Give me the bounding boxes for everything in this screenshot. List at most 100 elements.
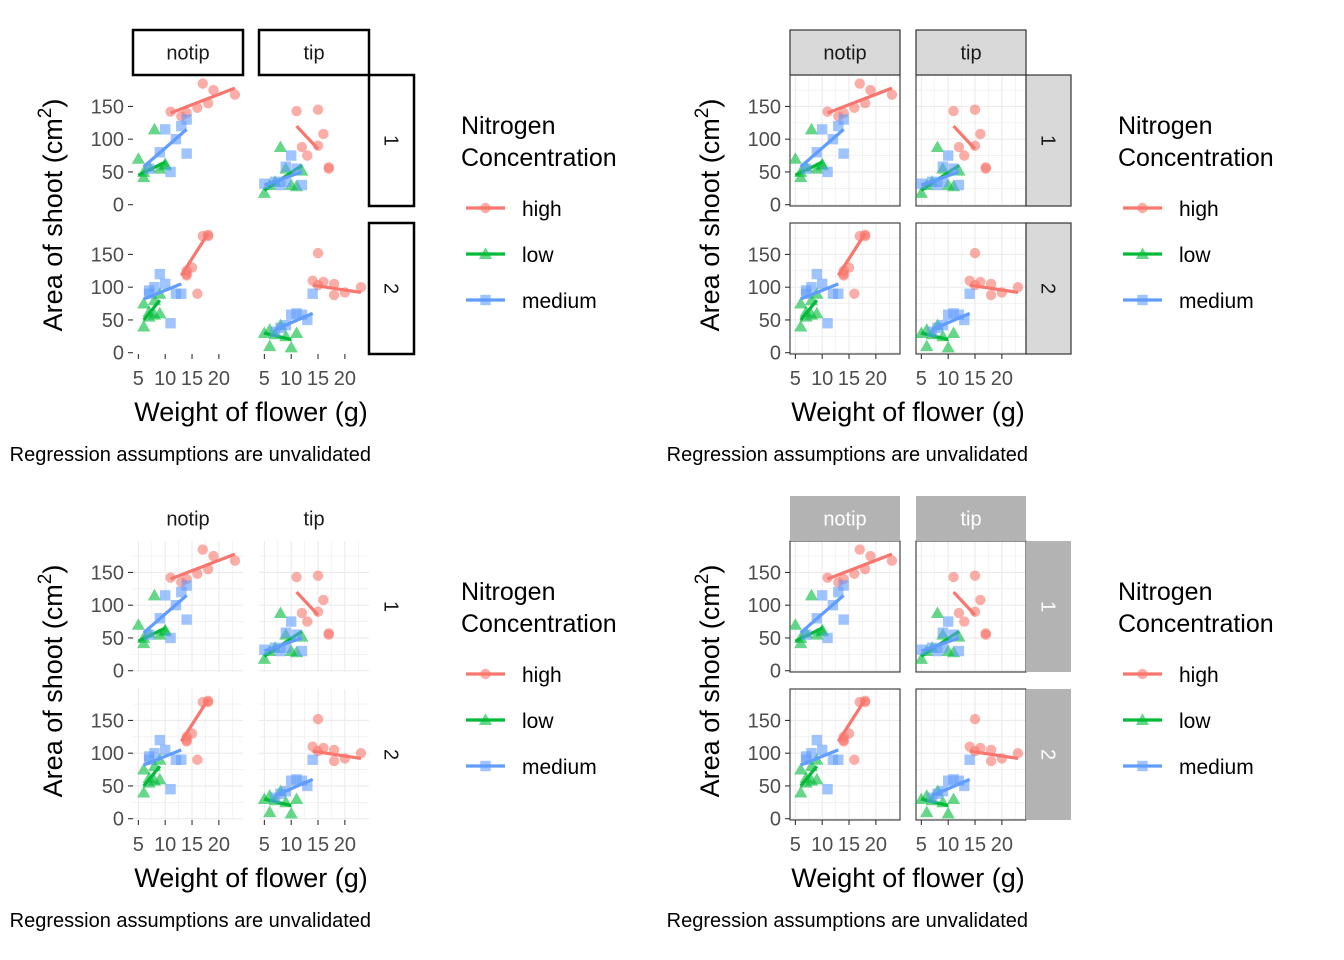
panel-border (789, 540, 901, 673)
regression-line-medium (920, 636, 960, 653)
regression-line-medium (931, 311, 971, 332)
x-tick-label: 15 (181, 834, 203, 856)
data-point-high (969, 247, 981, 259)
data-point-low (284, 806, 298, 819)
data-point-medium (948, 774, 959, 785)
x-tick-label: 10 (937, 834, 959, 856)
column-strip-label: tip (960, 43, 981, 65)
series-medium (259, 616, 308, 657)
data-point-medium (159, 590, 171, 601)
legend-key-triangle-icon (478, 247, 493, 259)
regression-line-medium (263, 636, 303, 653)
data-point-low (137, 762, 151, 775)
x-tick-label: 20 (991, 834, 1013, 856)
regression-line-high (169, 552, 236, 581)
data-point-low (289, 792, 304, 804)
data-point-medium (800, 285, 812, 296)
row-strip-box (1026, 541, 1071, 672)
y-axis-title-text: Area of shoot (cm (695, 118, 725, 331)
data-point-medium (181, 614, 192, 625)
data-point-low (794, 296, 808, 309)
data-point-low (914, 652, 928, 664)
data-point-medium (269, 792, 281, 803)
series-high (179, 695, 214, 765)
legend-key-square-icon (480, 294, 491, 306)
series-medium (269, 754, 318, 803)
y-tick-label: 0 (113, 661, 124, 683)
y-tick-label: 150 (748, 710, 781, 732)
legend: Nitrogen Concentration high low medium (1118, 112, 1274, 313)
y-tick-label: 50 (759, 310, 781, 332)
data-point-low (930, 140, 945, 152)
data-point-medium (827, 288, 839, 299)
series-medium (800, 734, 844, 795)
data-point-medium (964, 288, 975, 299)
data-point-low (147, 122, 162, 135)
data-point-medium (302, 314, 313, 326)
column-strip-box (915, 29, 1027, 76)
data-point-low (137, 170, 151, 183)
data-point-medium (942, 616, 954, 627)
data-point-low (788, 618, 802, 630)
x-tick-label: 20 (208, 834, 230, 856)
data-point-medium (280, 176, 292, 187)
data-point-low (810, 772, 824, 785)
legend-item-medium: medium (466, 756, 597, 779)
data-point-medium (838, 148, 849, 159)
legend-item-low: low (1123, 244, 1211, 267)
regression-line-medium (274, 311, 314, 332)
data-point-low (794, 785, 808, 798)
panel-notip-2: 0 50 100 150 5 10 15 20 (748, 222, 901, 390)
regression-line-low (799, 299, 819, 321)
data-point-medium (816, 590, 828, 601)
y-tick-label: 150 (748, 562, 781, 584)
column-strip-label: tip (303, 509, 324, 531)
regression-line-low (142, 299, 162, 321)
y-tick-label: 0 (770, 809, 781, 831)
y-tick-label: 150 (91, 562, 124, 584)
y-tick-label: 0 (770, 195, 781, 217)
regression-line-medium (143, 748, 182, 767)
legend-key-triangle-icon (1135, 247, 1150, 259)
data-point-medium (143, 629, 155, 640)
panel-notip-1: notip 0 50 100 150 (91, 509, 243, 683)
regression-line-high (969, 283, 1019, 295)
x-axis-title: Weight of flower (g) (791, 863, 1025, 893)
data-point-medium (296, 645, 308, 657)
data-point-high (318, 276, 329, 288)
data-point-medium (176, 586, 187, 598)
legend-item-label: low (522, 710, 554, 733)
series-high (964, 247, 1024, 301)
panel-notip-1: notip 0 50 100 150 (91, 28, 245, 217)
panel-notip-2: 0 50 100 150 5 10 15 20 (91, 229, 230, 390)
legend-title-line2: Concentration (461, 144, 617, 172)
y-tick-label: 50 (759, 162, 781, 184)
data-point-medium (154, 268, 166, 280)
data-point-medium (296, 775, 308, 786)
data-point-high (312, 570, 324, 581)
column-strip-box (789, 29, 901, 76)
y-tick-label: 150 (91, 710, 124, 732)
data-point-medium (948, 629, 959, 640)
data-point-medium (307, 754, 318, 765)
data-point-medium (959, 780, 970, 792)
data-point-high (854, 78, 865, 89)
caption: Regression assumptions are unvalidated (10, 444, 371, 466)
data-point-medium (285, 150, 297, 161)
data-point-medium (932, 645, 943, 657)
data-point-medium (942, 309, 954, 320)
data-point-high (323, 629, 334, 640)
data-point-medium (176, 120, 187, 132)
series-medium (799, 580, 849, 644)
series-medium (926, 288, 975, 337)
data-point-low (263, 805, 277, 818)
series-medium (926, 754, 975, 803)
x-tick-label: 20 (334, 834, 356, 856)
panel-tip-1: tip 1 (257, 509, 402, 672)
y-tick-label: 0 (770, 661, 781, 683)
data-point-medium (165, 318, 176, 329)
row-strip-label: 2 (380, 283, 402, 294)
panel-border (789, 222, 901, 355)
legend-title-line2: Concentration (1118, 144, 1274, 172)
data-point-medium (942, 775, 954, 786)
